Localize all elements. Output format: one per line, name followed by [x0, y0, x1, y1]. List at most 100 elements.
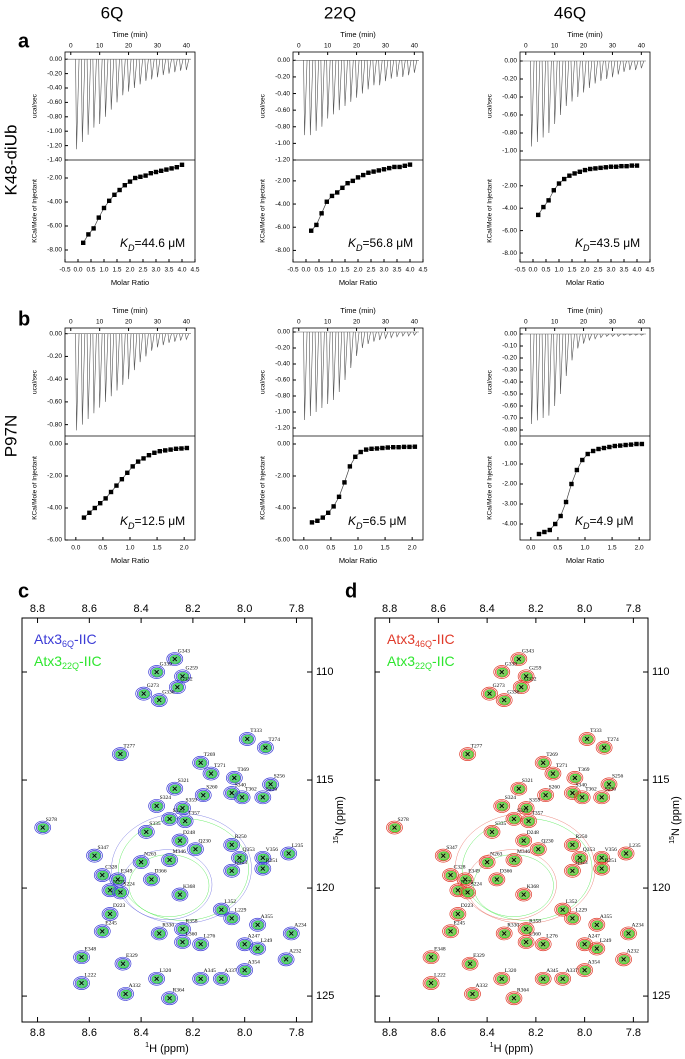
peak-label: A355	[261, 914, 273, 920]
peak-cross	[263, 745, 268, 750]
x-tick-label: 30	[609, 319, 617, 326]
contour	[249, 917, 266, 932]
injection-peak	[98, 59, 103, 125]
peak-cross	[621, 957, 626, 962]
contour	[231, 850, 248, 865]
y-tick-label: 125	[652, 990, 670, 1002]
y-tick-label: 0.00	[49, 441, 62, 448]
peak-label: A247	[248, 933, 260, 939]
peak-label: A234	[294, 923, 306, 929]
superscript: 15	[669, 836, 676, 844]
data-point	[585, 451, 590, 457]
x-tick-label: 1.5	[567, 267, 576, 274]
data-point	[122, 183, 127, 188]
x-tick-label: 40	[183, 319, 191, 326]
peak-label: R251	[605, 858, 617, 864]
injection-peak	[536, 333, 541, 421]
contour	[137, 825, 155, 839]
injection-peak	[127, 333, 132, 380]
x-tick-label-top: 8.2	[528, 603, 543, 615]
peak-cross	[594, 946, 600, 951]
injection-peak	[622, 60, 627, 72]
peak-label: A247	[588, 933, 600, 939]
x-tick-label: 8.0	[237, 1027, 252, 1039]
x-tick-label: 8.6	[82, 1027, 97, 1039]
peak-label: G336	[507, 689, 519, 695]
kd-label: KD=56.8 μM	[348, 236, 413, 253]
y-axis-title: 15N (ppm)	[669, 796, 682, 844]
peak-cross	[219, 976, 224, 982]
contour	[554, 971, 572, 986]
data-point	[607, 444, 612, 450]
x-tick-label: 0.0	[71, 545, 80, 552]
contour	[588, 941, 606, 956]
plot-frame	[292, 327, 424, 541]
x-tick-label: 40	[411, 319, 419, 326]
legend-subscript: 22Q	[415, 661, 432, 671]
peak-cross	[523, 805, 529, 811]
superscript: 1	[490, 1042, 494, 1049]
peak-label: L276	[546, 933, 558, 939]
x-axis-title: Molar Ratio	[111, 278, 149, 287]
injection-peak	[144, 59, 149, 81]
data-point	[639, 441, 645, 447]
x-axis-title: Molar Ratio	[339, 278, 377, 287]
peak-label: A354	[248, 959, 260, 965]
x-tick-label: 1.0	[353, 545, 362, 552]
row-label: K48-diUb	[1, 125, 20, 196]
peak-cross	[288, 931, 294, 936]
injection-peak	[588, 60, 593, 89]
injection-peak	[167, 59, 172, 74]
plot-frame	[519, 51, 651, 263]
data-point	[335, 190, 340, 195]
data-point	[119, 477, 125, 482]
data-point	[163, 448, 168, 453]
peak-cross	[521, 838, 527, 843]
injection-peak	[121, 59, 126, 96]
peak-label: L249	[600, 938, 612, 944]
kd-value: =12.5 μM	[135, 514, 186, 528]
contour	[461, 956, 479, 971]
y-tick-label: -0.40	[502, 94, 517, 101]
injection-peak	[127, 59, 132, 92]
contour	[192, 755, 210, 770]
x-tick-label: 3.5	[164, 267, 173, 274]
y-axis-title: ucal/sec	[260, 369, 267, 394]
peak-label: T271	[214, 763, 226, 769]
y-tick-label: 0.00	[277, 57, 290, 64]
y-tick-label: -2.00	[502, 481, 517, 488]
peak-label: S347	[98, 845, 110, 851]
peak-label: M346	[173, 849, 186, 855]
x-tick-label: 2.0	[125, 267, 134, 274]
injection-peak	[401, 331, 406, 337]
peak-label: R358	[529, 918, 541, 924]
x-tick-label: 8.2	[528, 1027, 543, 1039]
x-tick-label: 8.8	[382, 1027, 397, 1039]
y-tick-label: -4.00	[502, 205, 517, 212]
peak-cross	[570, 915, 575, 921]
peak-label: L320	[160, 968, 172, 974]
y-axis-title: KCal/Mole of Injectant	[260, 179, 267, 243]
x-tick-label: 1.5	[112, 267, 121, 274]
y-axis-title: KCal/Mole of Injectant	[32, 179, 39, 243]
y-tick-label: -0.20	[47, 353, 62, 360]
kd-label: KD=12.5 μM	[120, 514, 185, 531]
legend-suffix: -IIC	[74, 631, 97, 647]
x-tick-label: 0.5	[86, 267, 95, 274]
data-point	[133, 175, 138, 181]
peak-cross	[501, 697, 507, 703]
x-tick-label: 20	[580, 319, 588, 326]
data-point	[407, 444, 412, 450]
y-tick-label: -4.00	[47, 199, 62, 206]
peak-label: S260	[206, 784, 218, 790]
injection-peak	[326, 331, 331, 405]
data-point	[108, 489, 114, 495]
contour	[223, 786, 241, 800]
legend-name: Atx3	[34, 653, 62, 669]
peak-label: S256	[612, 774, 624, 780]
data-point	[569, 481, 574, 487]
x-tick-label: 0	[524, 319, 528, 326]
y-axis-title: ucal/sec	[487, 369, 494, 394]
peak-cross	[599, 855, 605, 861]
injection-peak	[92, 333, 97, 414]
